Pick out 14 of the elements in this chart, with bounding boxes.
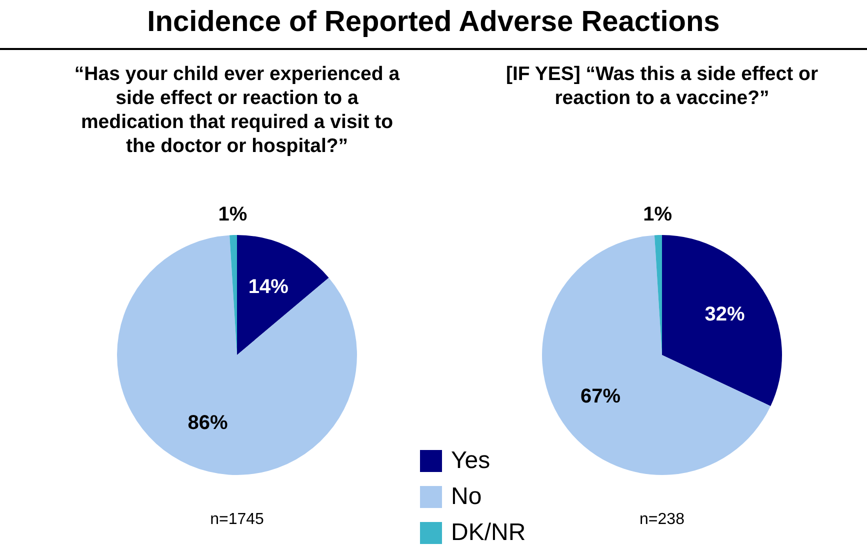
data-label: 86% [188,412,228,434]
chart-subtitle: “Has your child ever experienced a side effect or reaction to a medication that required a visit to the doctor or hospital?” [73,62,401,158]
legend-label: No [451,483,482,511]
text: n=1745 [209,511,265,529]
text: n=238 [638,511,686,529]
data-label: 32% [704,304,746,326]
data-label: 14% [248,276,289,298]
data-label: 67% [580,385,621,408]
legend-label: Yes [451,447,490,475]
data-label: 1% [643,204,672,226]
data-label: 1% [218,204,248,226]
chart-title: Incidence of Reported Adverse Reactions [146,6,721,39]
chart-subtitle: [IF YES] “Was this a side effect or reaction to a vaccine?” [504,62,820,110]
legend-label: DK/NR [451,519,526,547]
